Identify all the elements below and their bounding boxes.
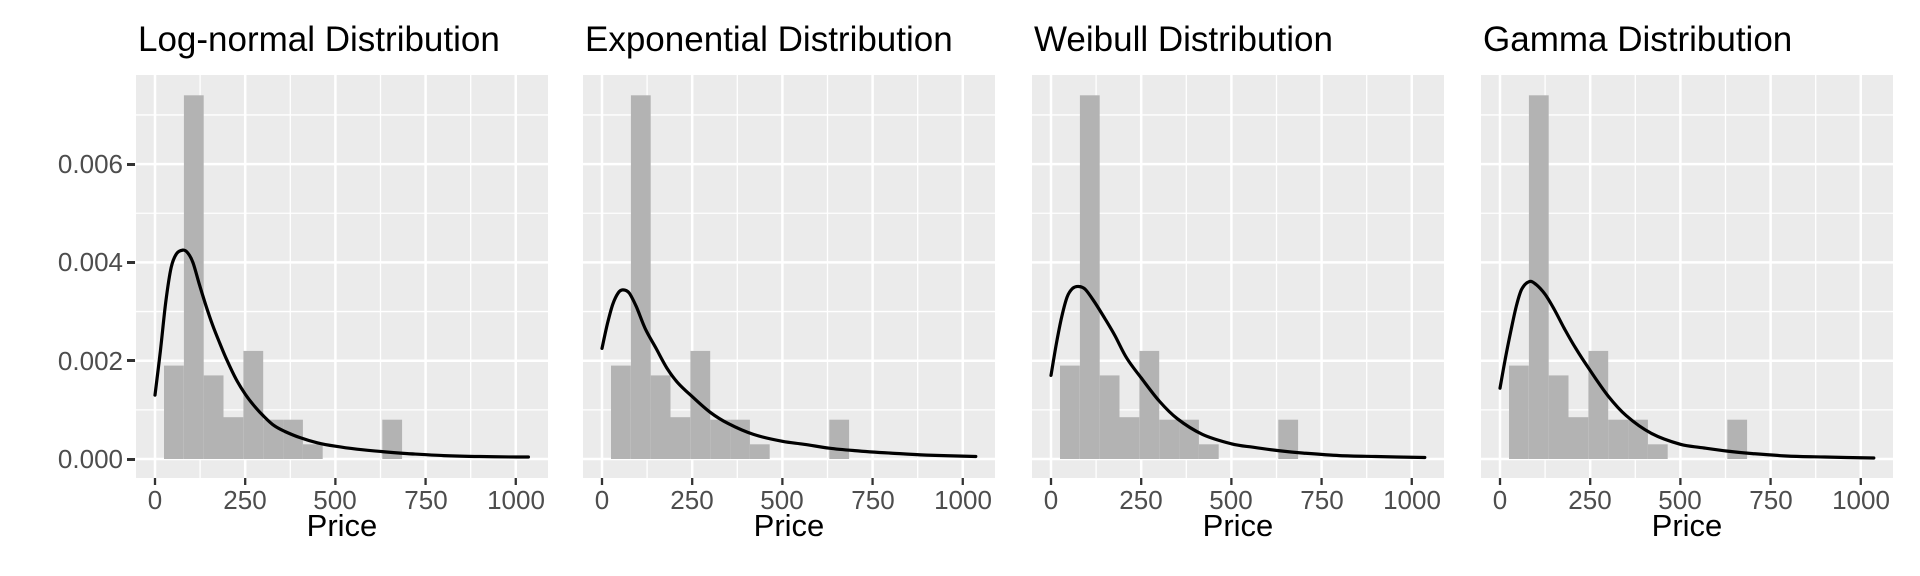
plot-area-weibull [1032, 75, 1444, 485]
histogram-bar [1139, 350, 1160, 459]
x-axis-tick-marks [153, 478, 517, 485]
x-tick-label: 750 [851, 485, 895, 515]
histogram-bar [1727, 419, 1748, 459]
plot-area-exponential [583, 75, 995, 485]
histogram-bar [1119, 417, 1140, 459]
x-tick-label: 0 [1043, 485, 1059, 515]
histogram-bar [1509, 365, 1529, 459]
density-curve-lognormal [153, 248, 530, 459]
y-tick-label: 0.004 [57, 247, 123, 277]
histogram-bar [203, 375, 224, 459]
histogram-bar [164, 365, 184, 459]
histogram-bars [1060, 95, 1299, 460]
y-tick-mark [127, 458, 135, 461]
histogram-bar [283, 419, 303, 459]
x-tick-label: 250 [1568, 485, 1612, 515]
histogram-bars [164, 95, 403, 460]
histogram-bar [1647, 444, 1668, 459]
histogram-bar [1159, 419, 1179, 459]
x-tick-label: 750 [1300, 485, 1344, 515]
panel-title: Log-normal Distribution [138, 20, 500, 59]
histogram-bar [630, 95, 651, 460]
x-tick-label: 0 [1492, 485, 1508, 515]
histogram-bar [1278, 419, 1299, 459]
y-tick-mark [127, 359, 135, 362]
histogram-bar [1099, 375, 1120, 459]
x-axis-title: Price [306, 508, 378, 543]
x-axis-title: Price [1651, 508, 1723, 543]
panel-exponential: Exponential Distribution 0 250 500 750 1… [583, 0, 995, 576]
x-tick-label: 1000 [1383, 485, 1441, 515]
histogram-bar [1079, 95, 1100, 460]
plot-area-gamma [1481, 75, 1893, 485]
x-axis-tick-marks [600, 478, 964, 485]
x-tick-label: 750 [404, 485, 448, 515]
x-axis-tick-marks [1498, 478, 1862, 485]
histogram-bar [829, 419, 850, 459]
y-tick-label: 0.000 [57, 444, 123, 474]
histogram-bar [1198, 444, 1219, 459]
x-tick-label: 0 [147, 485, 163, 515]
histogram-bar [382, 419, 403, 459]
x-tick-label: 1000 [934, 485, 992, 515]
panel-title: Gamma Distribution [1483, 20, 1793, 59]
histogram-bar [611, 365, 631, 459]
y-tick-label: 0.006 [57, 149, 123, 179]
density-curve-weibull [1049, 284, 1427, 460]
x-tick-label: 250 [670, 485, 714, 515]
panel-lognormal: Log-normal Distribution 0 250 500 750 10… [136, 0, 548, 576]
histogram-bar [710, 419, 730, 459]
x-tick-label: 500 [313, 485, 357, 515]
panel-title: Exponential Distribution [585, 20, 953, 59]
plot-area-lognormal [136, 75, 548, 485]
panel-title: Weibull Distribution [1034, 20, 1333, 59]
histogram-bar [223, 417, 244, 459]
y-tick-mark [127, 163, 135, 166]
histogram-bar [302, 444, 323, 459]
panel-gamma: Gamma Distribution 0 250 500 750 1000 Pr… [1481, 0, 1893, 576]
histogram-bar [1608, 419, 1628, 459]
x-tick-label: 1000 [1832, 485, 1890, 515]
histogram-bar [730, 419, 750, 459]
y-tick-mark [127, 261, 135, 264]
x-tick-label: 250 [1119, 485, 1163, 515]
histogram-bar [1568, 417, 1589, 459]
histogram-bar [670, 417, 691, 459]
histogram-bar [1060, 365, 1080, 459]
x-tick-label: 750 [1749, 485, 1793, 515]
histogram-bar [183, 95, 204, 460]
x-tick-label: 1000 [487, 485, 545, 515]
y-tick-label: 0.002 [57, 346, 123, 376]
histogram-bar [749, 444, 770, 459]
x-tick-label: 0 [594, 485, 610, 515]
x-tick-label: 500 [1658, 485, 1702, 515]
x-tick-label: 500 [1209, 485, 1253, 515]
histogram-bar [1588, 350, 1609, 459]
density-curve-exponential [600, 288, 978, 459]
y-axis: 0.006 0.004 0.002 0.000 [0, 0, 136, 576]
grid-major [1032, 75, 1444, 478]
x-axis-title: Price [753, 508, 825, 543]
histogram-bar [1548, 375, 1569, 459]
x-tick-label: 250 [223, 485, 267, 515]
x-tick-label: 500 [760, 485, 804, 515]
histogram-bar [650, 375, 671, 459]
histogram-bar [1528, 95, 1549, 460]
x-axis-title: Price [1202, 508, 1274, 543]
density-curve-gamma [1498, 279, 1876, 460]
panel-weibull: Weibull Distribution 0 250 500 750 1000 … [1032, 0, 1444, 576]
x-axis-tick-marks [1049, 478, 1413, 485]
